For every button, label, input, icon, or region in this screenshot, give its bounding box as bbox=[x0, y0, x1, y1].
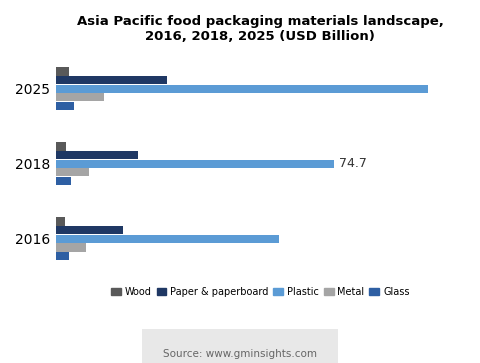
Text: 74.7: 74.7 bbox=[339, 157, 367, 170]
Bar bbox=[56, 151, 138, 159]
Title: Asia Pacific food packaging materials landscape,
2016, 2018, 2025 (USD Billion): Asia Pacific food packaging materials la… bbox=[77, 15, 444, 43]
Bar bbox=[56, 234, 279, 243]
Bar bbox=[56, 168, 89, 176]
Bar bbox=[56, 85, 428, 93]
Bar bbox=[56, 217, 65, 226]
Bar bbox=[56, 160, 334, 168]
Text: Source: www.gminsights.com: Source: www.gminsights.com bbox=[163, 349, 317, 359]
Bar bbox=[56, 142, 66, 151]
Bar bbox=[56, 93, 104, 101]
Bar bbox=[56, 102, 74, 110]
Bar bbox=[56, 177, 71, 185]
Legend: Wood, Paper & paperboard, Plastic, Metal, Glass: Wood, Paper & paperboard, Plastic, Metal… bbox=[108, 283, 413, 301]
Bar bbox=[56, 67, 69, 76]
Bar bbox=[56, 76, 168, 84]
Bar bbox=[56, 243, 85, 252]
Bar bbox=[56, 226, 123, 234]
Bar bbox=[56, 252, 69, 260]
